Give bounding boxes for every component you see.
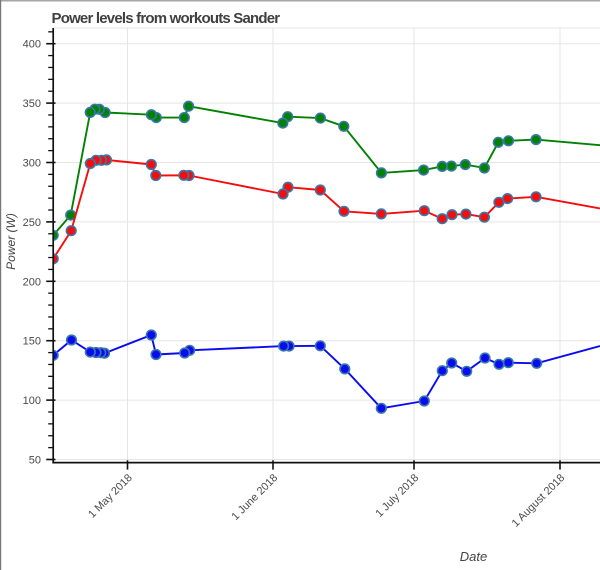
svg-text:150: 150 [23, 336, 41, 348]
svg-text:Power (W): Power (W) [4, 213, 18, 270]
svg-text:400: 400 [23, 39, 41, 51]
svg-text:250: 250 [23, 217, 41, 229]
svg-text:200: 200 [23, 276, 41, 288]
svg-text:50: 50 [29, 455, 41, 467]
svg-text:Power levels from workouts San: Power levels from workouts Sander [52, 10, 281, 27]
svg-text:300: 300 [23, 158, 41, 170]
svg-text:350: 350 [23, 98, 41, 110]
svg-text:100: 100 [23, 395, 41, 407]
svg-text:Date: Date [460, 549, 487, 564]
